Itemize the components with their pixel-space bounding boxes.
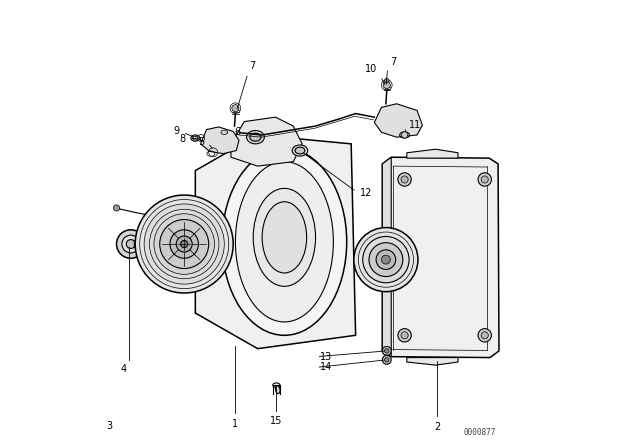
Text: 7: 7 — [250, 61, 256, 71]
Circle shape — [154, 214, 214, 274]
Ellipse shape — [221, 130, 228, 134]
Circle shape — [122, 235, 140, 253]
Circle shape — [116, 230, 145, 258]
Text: 15: 15 — [270, 416, 282, 426]
Text: 6: 6 — [234, 127, 241, 137]
Polygon shape — [195, 135, 356, 349]
Text: 11: 11 — [409, 120, 421, 130]
Text: 7: 7 — [390, 57, 397, 67]
Circle shape — [180, 241, 188, 248]
Circle shape — [401, 132, 408, 138]
Circle shape — [135, 195, 233, 293]
Circle shape — [382, 346, 391, 355]
Ellipse shape — [295, 147, 305, 154]
Ellipse shape — [250, 133, 261, 141]
Text: 13: 13 — [320, 352, 332, 362]
Circle shape — [385, 349, 389, 353]
Polygon shape — [231, 117, 302, 166]
Text: 3: 3 — [107, 421, 113, 431]
Circle shape — [382, 355, 391, 364]
Circle shape — [398, 329, 412, 342]
Circle shape — [134, 234, 154, 254]
Circle shape — [113, 205, 120, 211]
Ellipse shape — [262, 202, 307, 273]
Text: 5: 5 — [198, 137, 204, 147]
Ellipse shape — [191, 135, 200, 141]
Circle shape — [176, 236, 192, 252]
Circle shape — [481, 176, 488, 183]
Ellipse shape — [253, 188, 316, 286]
Circle shape — [381, 255, 390, 264]
Circle shape — [385, 358, 389, 362]
Circle shape — [481, 332, 488, 339]
Circle shape — [398, 173, 412, 186]
Text: 2: 2 — [434, 422, 440, 432]
Circle shape — [401, 332, 408, 339]
Text: 4: 4 — [120, 364, 126, 374]
Text: 14: 14 — [320, 362, 332, 372]
Circle shape — [354, 228, 418, 292]
Polygon shape — [407, 149, 458, 158]
Circle shape — [369, 243, 403, 276]
Circle shape — [170, 230, 198, 258]
Polygon shape — [407, 358, 458, 365]
Ellipse shape — [275, 386, 280, 394]
Circle shape — [376, 250, 396, 269]
Text: 10: 10 — [365, 65, 377, 74]
Ellipse shape — [246, 130, 264, 144]
Circle shape — [401, 176, 408, 183]
Circle shape — [363, 237, 409, 283]
Polygon shape — [382, 157, 499, 358]
Text: 0000877: 0000877 — [463, 428, 496, 437]
Circle shape — [160, 220, 209, 268]
Text: 8: 8 — [179, 134, 186, 143]
Circle shape — [144, 204, 224, 284]
Polygon shape — [201, 127, 239, 154]
Circle shape — [126, 240, 135, 249]
Text: 9: 9 — [173, 125, 179, 135]
Ellipse shape — [236, 162, 333, 322]
Circle shape — [478, 329, 492, 342]
Circle shape — [385, 78, 389, 83]
Polygon shape — [374, 104, 422, 137]
Ellipse shape — [222, 148, 347, 335]
Circle shape — [383, 82, 390, 89]
Circle shape — [478, 173, 492, 186]
Ellipse shape — [292, 145, 308, 156]
Circle shape — [232, 105, 239, 112]
Text: 1: 1 — [232, 419, 237, 429]
Text: 12: 12 — [360, 188, 372, 198]
Polygon shape — [382, 157, 391, 357]
